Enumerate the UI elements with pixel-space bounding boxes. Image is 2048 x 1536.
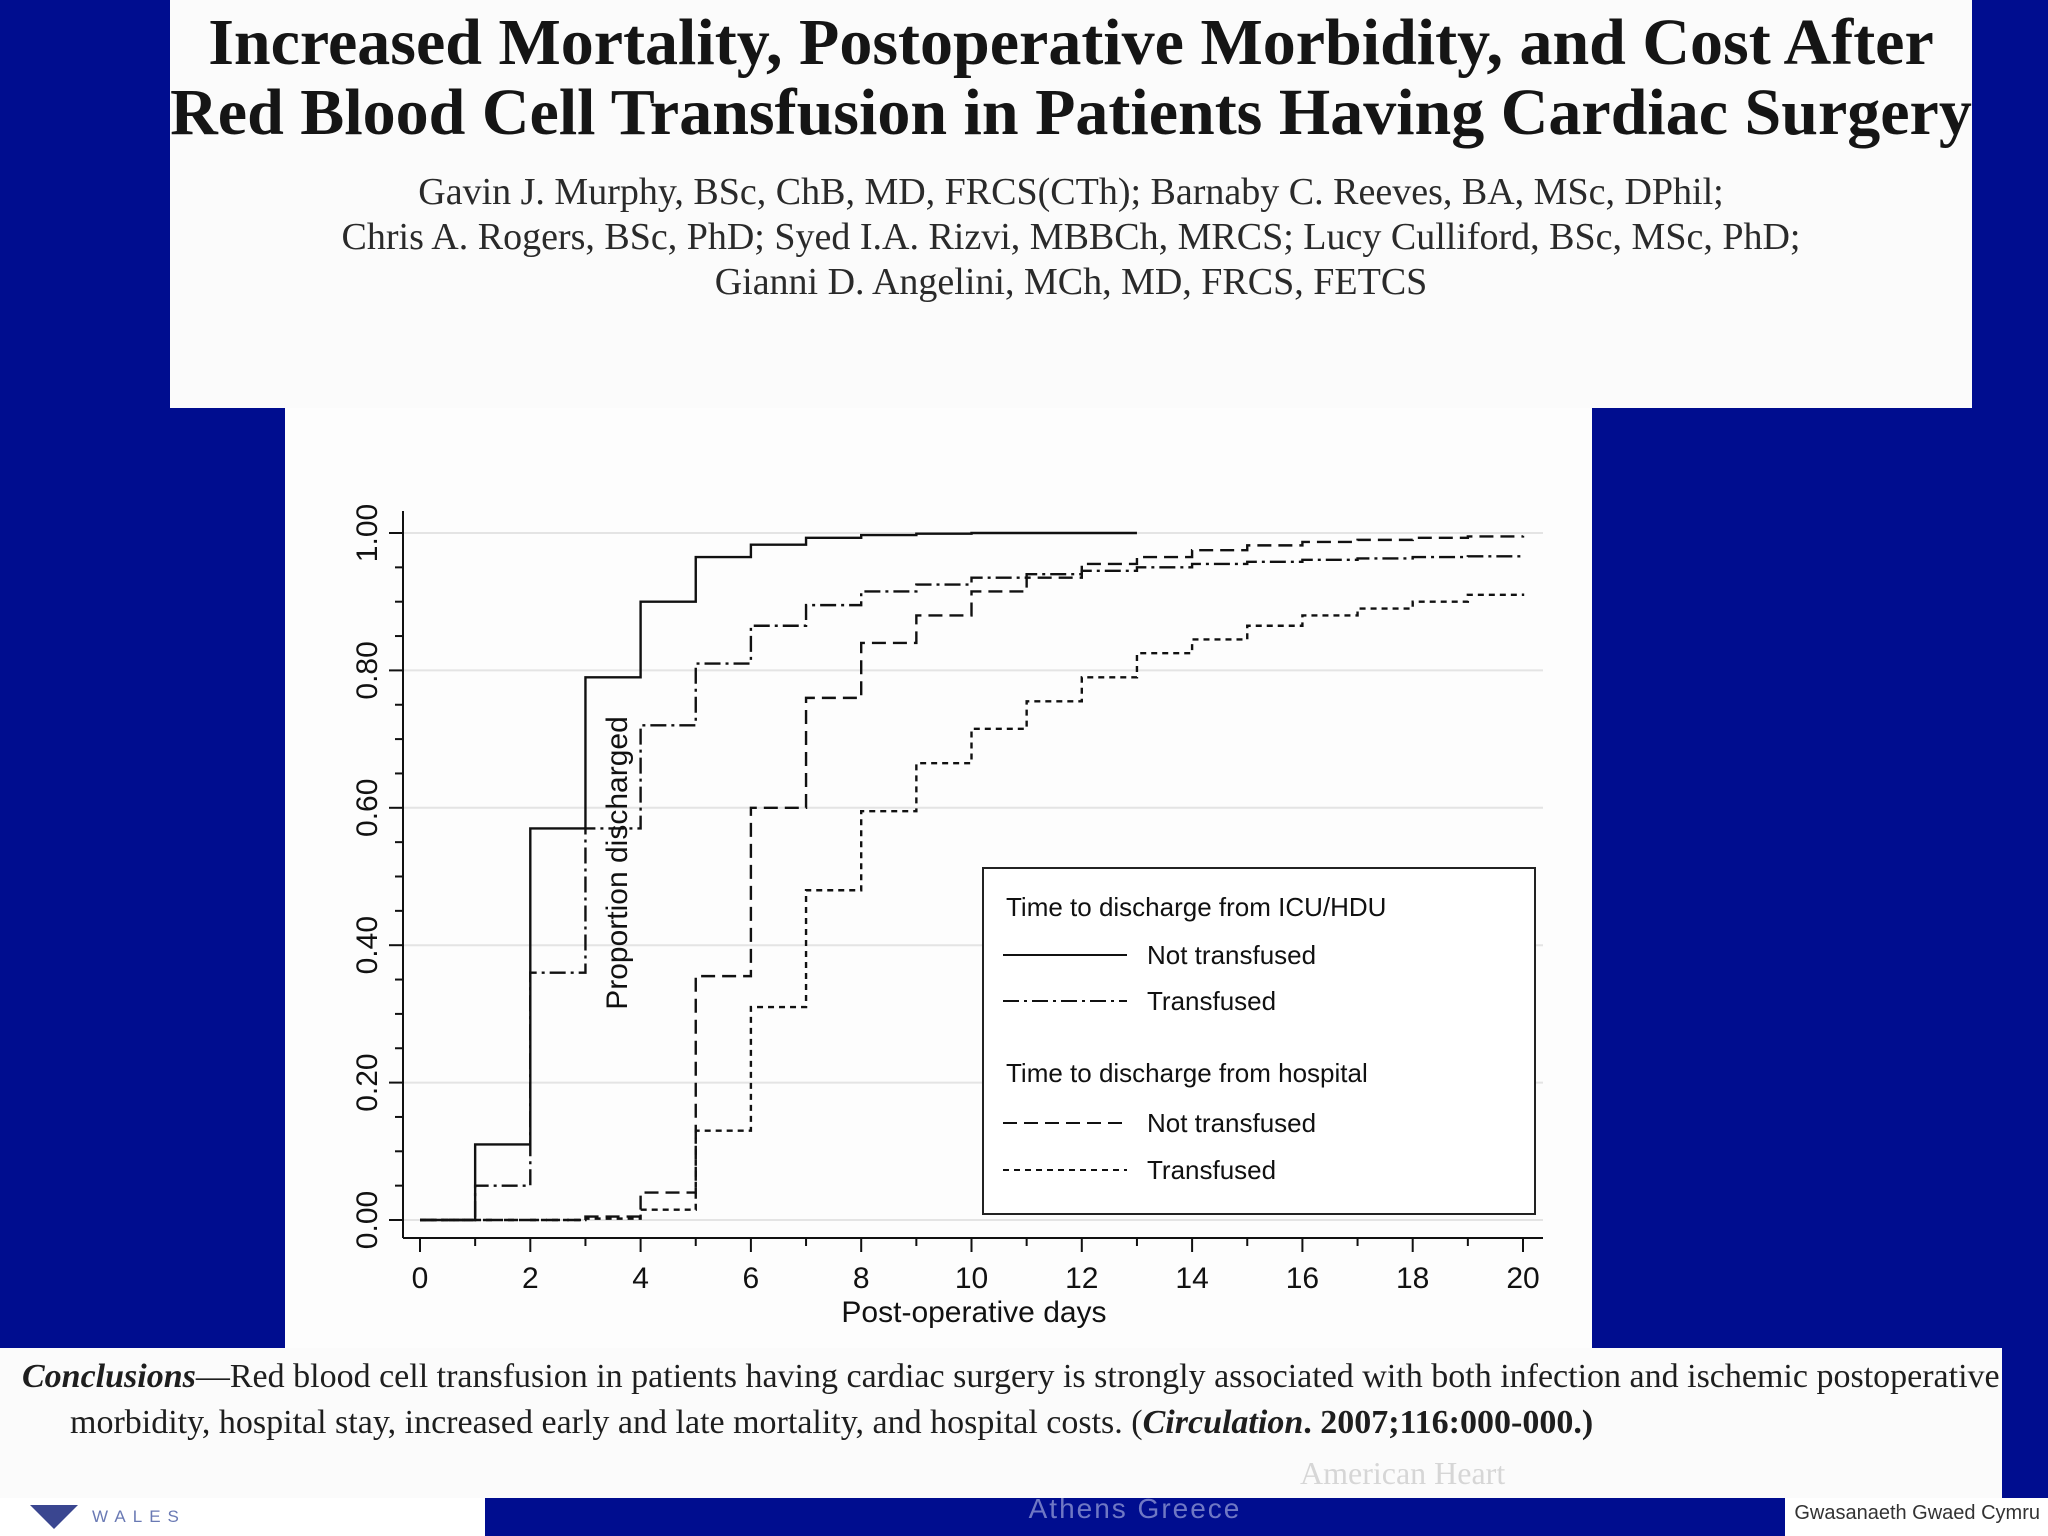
x-tick-label: 10: [955, 1262, 988, 1295]
discharge-chart: 0.00 0.20 0.40 0.60 0.80 1.00 0 2 4 6 8 10 12 14 16 18 2…: [351, 504, 1543, 1329]
y-tick-label: 1.00: [351, 504, 384, 562]
y-axis-label: Proportion discharged: [601, 716, 634, 1010]
x-tick-label: 0: [412, 1262, 429, 1295]
series-line-0: [420, 531, 1137, 1222]
legend-group2-title: Time to discharge from hospital: [1006, 1058, 1368, 1088]
legend-box: [982, 867, 1536, 1215]
shield-icon: [30, 1505, 78, 1529]
x-tick-label: 4: [632, 1262, 649, 1295]
author-line-2: Chris A. Rogers, BSc, PhD; Syed I.A. Riz…: [341, 216, 1801, 258]
legend: Time to discharge from ICU/HDU Not trans…: [982, 867, 1536, 1215]
x-tick-label: 18: [1396, 1262, 1429, 1295]
footer-center: Athens Greece: [485, 1498, 1785, 1536]
y-tick-label: 0.60: [351, 779, 384, 837]
conclusion-panel: Conclusions—Red blood cell transfusion i…: [0, 1348, 2002, 1498]
author-line-3: Gianni D. Angelini, MCh, MD, FRCS, FETCS: [714, 261, 1428, 303]
x-tick-label: 14: [1175, 1262, 1208, 1295]
logo-text: WALES: [92, 1507, 186, 1526]
faded-stamp: American Heart: [1300, 1455, 1506, 1491]
conclusion-text: Conclusions—Red blood cell transfusion i…: [22, 1354, 2020, 1446]
footer-center-text: Athens Greece: [1028, 1498, 1242, 1524]
series: [419, 531, 1525, 1222]
x-tick-label: 16: [1286, 1262, 1319, 1295]
x-tick-label: 2: [522, 1262, 539, 1295]
y-tick-label: 0.00: [351, 1191, 384, 1249]
paper-title: Increased Mortality, Postoperative Morbi…: [170, 6, 1972, 149]
conclusion-label: Conclusions: [22, 1358, 196, 1395]
ticks: 0.00 0.20 0.40 0.60 0.80 1.00 0 2 4 6 8 10 12 14 16 18 2…: [351, 504, 1540, 1295]
legend-label-icu-transfused: Transfused: [1147, 986, 1276, 1016]
footer-right-text: Gwasanaeth Gwaed Cymru: [1794, 1502, 2040, 1524]
x-axis-label: Post-operative days: [841, 1296, 1106, 1329]
conclusion-body: —Red blood cell transfusion in patients …: [70, 1358, 2000, 1441]
welsh-blood-service-logo: WALES: [30, 1500, 186, 1534]
chart-panel: 0.00 0.20 0.40 0.60 0.80 1.00 0 2 4 6 8 10 12 14 16 18 2…: [285, 408, 1592, 1348]
y-tick-label: 0.20: [351, 1053, 384, 1111]
legend-label-icu-not-transfused: Not transfused: [1147, 940, 1316, 970]
legend-group1-title: Time to discharge from ICU/HDU: [1006, 892, 1386, 922]
y-tick-label: 0.80: [351, 641, 384, 699]
citation-journal: Circulation: [1142, 1404, 1304, 1441]
author-line-1: Gavin J. Murphy, BSc, ChB, MD, FRCS(CTh)…: [418, 171, 1724, 213]
legend-label-hospital-transfused: Transfused: [1147, 1155, 1276, 1185]
citation-tail: . 2007;116:000-000.): [1303, 1404, 1594, 1441]
author-list: Gavin J. Murphy, BSc, ChB, MD, FRCS(CTh)…: [170, 170, 1972, 305]
x-tick-label: 20: [1506, 1262, 1539, 1295]
title-panel: Increased Mortality, Postoperative Morbi…: [170, 0, 1972, 408]
x-tick-label: 6: [743, 1262, 760, 1295]
x-tick-label: 8: [853, 1262, 870, 1295]
x-tick-label: 12: [1065, 1262, 1098, 1295]
y-tick-label: 0.40: [351, 916, 384, 974]
legend-label-hospital-not-transfused: Not transfused: [1147, 1108, 1316, 1138]
